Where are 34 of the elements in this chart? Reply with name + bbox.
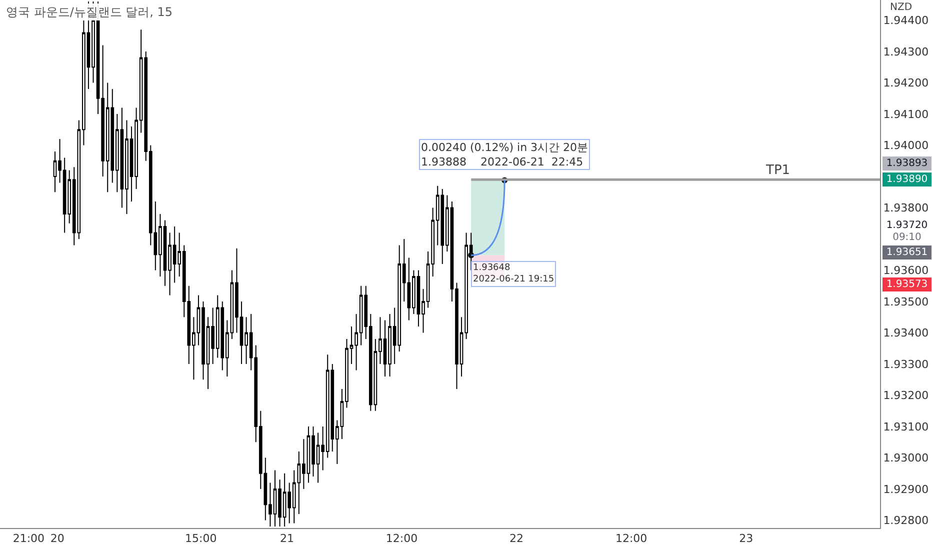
text: 1.93720 [886, 220, 928, 231]
y-tick-label: 1.94000 [883, 139, 929, 152]
text: 09:10 [892, 232, 922, 243]
y-tick-label: 1.92900 [883, 482, 929, 496]
y-tick-label: 1.93600 [883, 264, 929, 278]
y-tick-label: 1.94100 [883, 108, 929, 121]
annotation: 1.93648 2022-06-21 19:15 [473, 263, 554, 285]
y-tick-label: 1.94300 [883, 45, 929, 58]
text: 1.93573 [886, 279, 928, 290]
y-tick-label: 1.93000 [883, 452, 929, 465]
y-tick-label: 1.94400 [883, 14, 929, 28]
ref-line-label: TP1 [765, 163, 790, 178]
y-tick-label: 1.93300 [883, 358, 929, 371]
x-tick-label: 23 [739, 532, 754, 546]
text: 1.93651 [886, 247, 928, 258]
x-tick-label: 22 [510, 532, 524, 546]
x-tick-label: 21:00 [12, 532, 45, 546]
y-tick-label: 1.94200 [883, 76, 929, 90]
x-tick-label: 21 [280, 532, 294, 546]
chart-title: 영국 파운드/뉴질랜드 달러, 15 [6, 5, 173, 19]
text: 1.93890 [886, 174, 928, 185]
y-axis-title: NZD [890, 2, 912, 13]
x-tick-label: 15:00 [185, 532, 217, 546]
x-tick-label: 20 [50, 532, 64, 546]
x-tick-label: 12:00 [615, 532, 648, 546]
y-tick-label: 1.92800 [883, 514, 929, 528]
y-tick-label: 1.93800 [883, 202, 929, 215]
y-tick-label: 1.93500 [883, 295, 929, 308]
x-tick-label: 12:00 [386, 532, 418, 546]
y-tick-label: 1.93100 [883, 420, 929, 434]
text: 1.93893 [886, 158, 928, 169]
annotation: 0.00240 (0.12%) in 3시간 20분 1.93888 2022-06-21 22:45 [421, 141, 588, 168]
y-tick-label: 1.93200 [883, 389, 929, 402]
y-tick-label: 1.93400 [883, 326, 929, 340]
